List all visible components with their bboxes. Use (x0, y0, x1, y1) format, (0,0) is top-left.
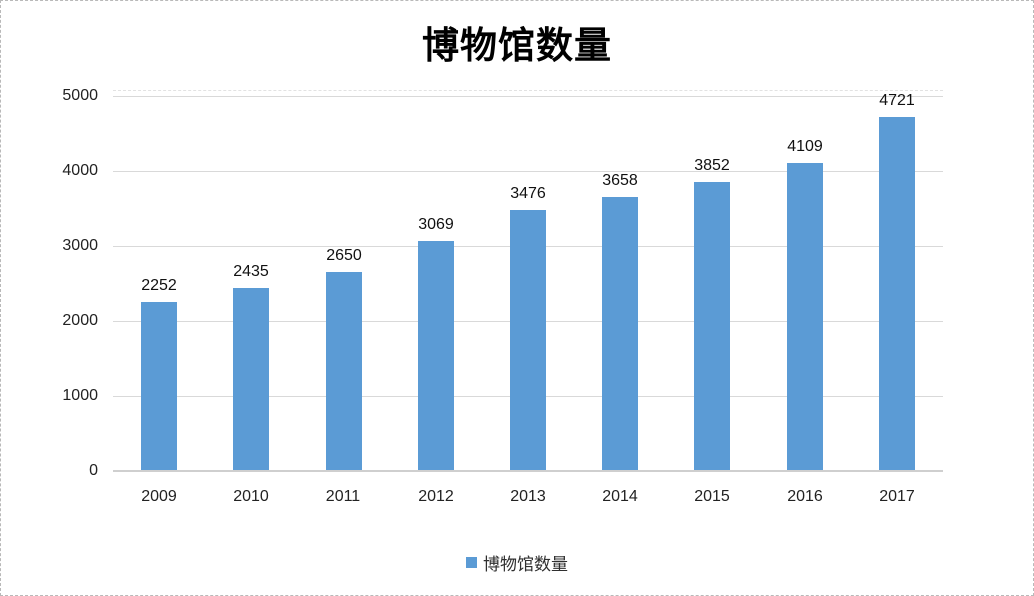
y-gridline (113, 171, 943, 172)
x-axis-tick-label: 2010 (233, 488, 269, 505)
y-axis-tick-label: 5000 (62, 87, 98, 104)
bar (787, 163, 823, 470)
x-axis-line (113, 470, 943, 472)
x-axis-tick-label: 2011 (325, 488, 361, 505)
x-axis-tick-label: 2013 (510, 488, 546, 505)
x-axis-tick-label: 2015 (694, 488, 730, 505)
bar-value-label: 2252 (141, 277, 177, 294)
legend-label: 博物馆数量 (483, 555, 568, 574)
bar (418, 241, 454, 470)
plot-area-top-edge (113, 90, 943, 91)
bar (879, 117, 915, 470)
bar (602, 197, 638, 470)
bar (326, 272, 362, 470)
bar-value-label: 3658 (602, 172, 638, 189)
x-axis-tick-label: 2012 (418, 488, 454, 505)
bar (141, 302, 177, 470)
bar-value-label: 3852 (694, 157, 730, 174)
x-axis-tick-label: 2016 (787, 488, 823, 505)
bar-value-label: 3476 (510, 185, 546, 202)
y-gridline (113, 96, 943, 97)
y-axis-tick-label: 0 (89, 462, 98, 479)
x-axis-tick-label: 2009 (141, 488, 177, 505)
bar (694, 182, 730, 470)
chart-title: 博物馆数量 (422, 26, 612, 67)
bar-value-label: 2650 (326, 247, 362, 264)
bar (233, 288, 269, 470)
x-axis-tick-label: 2014 (602, 488, 638, 505)
bar-value-label: 3069 (418, 216, 454, 233)
bar (510, 210, 546, 470)
x-axis-tick-label: 2017 (879, 488, 915, 505)
legend: 博物馆数量 (1, 550, 1033, 575)
bar-value-label: 2435 (233, 263, 269, 280)
legend-swatch-icon (466, 557, 477, 568)
bar-value-label: 4721 (879, 92, 915, 109)
y-axis-tick-label: 4000 (62, 162, 98, 179)
y-axis-tick-label: 1000 (62, 387, 98, 404)
y-axis-tick-label: 2000 (62, 312, 98, 329)
y-axis-tick-label: 3000 (62, 237, 98, 254)
bar-value-label: 4109 (787, 138, 823, 155)
